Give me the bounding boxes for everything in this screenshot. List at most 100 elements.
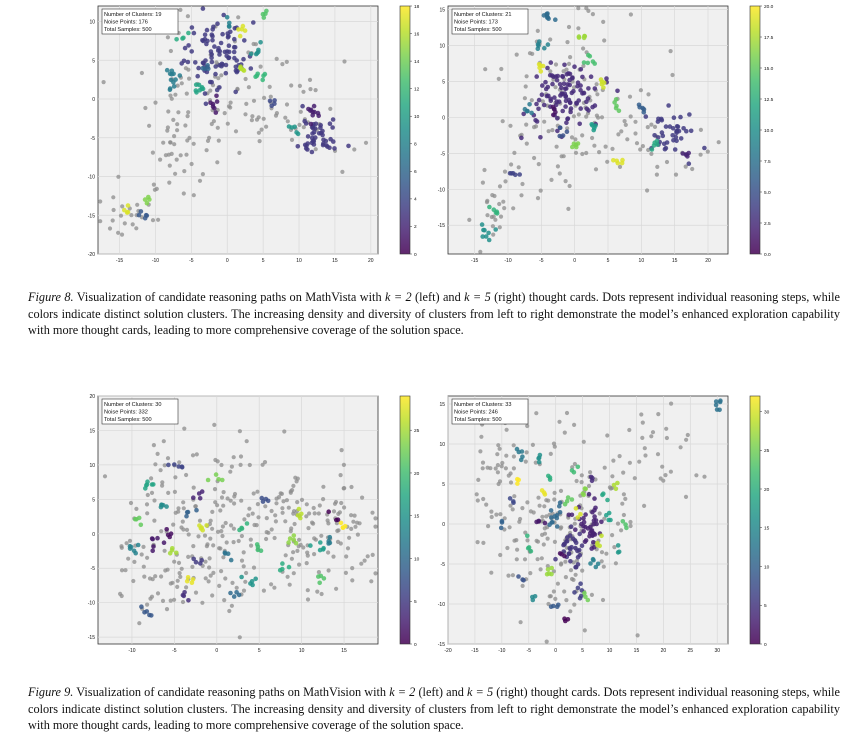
cluster-point — [661, 141, 667, 147]
noise-point — [217, 583, 222, 588]
noise-point — [523, 459, 528, 464]
noise-point — [485, 198, 490, 203]
cluster-point — [233, 89, 238, 95]
cluster-point — [248, 581, 253, 586]
noise-point — [130, 222, 135, 227]
noise-point — [490, 193, 495, 198]
noise-point — [504, 453, 509, 458]
cluster-point — [511, 500, 516, 505]
cluster-point — [578, 511, 583, 517]
noise-point — [280, 510, 285, 515]
cluster-point — [321, 576, 327, 581]
cluster-point — [227, 24, 232, 29]
cluster-point — [262, 71, 268, 77]
noise-point — [552, 539, 557, 544]
cluster-point — [200, 527, 205, 533]
noise-point — [519, 193, 524, 198]
cluster-point — [578, 106, 583, 111]
noise-point — [155, 451, 160, 456]
noise-point — [511, 466, 516, 471]
noise-point — [186, 532, 191, 537]
noise-point — [145, 602, 150, 607]
noise-point — [317, 503, 322, 508]
noise-point — [305, 588, 310, 593]
noise-point — [484, 502, 489, 507]
cluster-point — [563, 98, 569, 104]
cluster-point — [138, 522, 144, 528]
noise-point — [514, 557, 519, 562]
cluster-point — [206, 66, 211, 71]
cluster-point — [585, 597, 591, 603]
noise-point — [187, 76, 192, 81]
plot-area — [97, 5, 379, 255]
noise-point — [535, 196, 541, 201]
cluster-point — [164, 504, 169, 509]
cluster-point — [277, 567, 283, 573]
cluster-point — [544, 571, 550, 577]
noise-point — [203, 576, 208, 581]
noise-point — [547, 594, 552, 599]
x-tick-label: 15 — [341, 648, 347, 654]
noise-point — [518, 620, 523, 625]
info-text: Number of Clusters: 30 — [104, 402, 162, 408]
noise-point — [489, 514, 494, 520]
noise-point — [525, 500, 530, 505]
noise-point — [642, 503, 647, 508]
x-tick-label: -10 — [504, 258, 511, 264]
cluster-point — [223, 62, 229, 68]
cluster-point — [545, 567, 551, 572]
cluster-point — [535, 42, 541, 47]
noise-point — [289, 556, 294, 561]
noise-point — [161, 439, 166, 444]
cluster-point — [213, 64, 218, 69]
noise-point — [288, 529, 293, 534]
cluster-point — [185, 575, 191, 580]
cluster-point — [308, 108, 313, 113]
noise-point — [173, 171, 178, 176]
noise-point — [562, 589, 567, 594]
noise-point — [176, 560, 182, 565]
noise-point — [264, 124, 269, 129]
noise-point — [220, 524, 225, 529]
cluster-point — [574, 144, 579, 150]
noise-point — [640, 420, 645, 425]
cluster-point — [591, 540, 596, 545]
noise-point — [297, 562, 302, 567]
noise-point — [557, 419, 562, 424]
cluster-point — [326, 509, 331, 514]
noise-point — [283, 115, 288, 120]
noise-point — [289, 137, 295, 142]
cluster-point — [601, 85, 606, 90]
noise-point — [544, 514, 549, 519]
y-tick-label: 5 — [442, 482, 445, 488]
noise-point — [258, 64, 263, 69]
noise-point — [698, 152, 703, 157]
cluster-point — [565, 82, 570, 87]
x-tick-label: 10 — [607, 648, 613, 654]
cluster-point — [486, 237, 492, 243]
colorbar — [749, 5, 761, 255]
cluster-point — [293, 540, 299, 546]
cluster-point — [553, 17, 558, 22]
noise-point — [313, 88, 318, 93]
noise-point — [137, 621, 142, 626]
cluster-point — [575, 464, 581, 470]
cluster-point — [591, 557, 596, 563]
noise-point — [175, 122, 180, 127]
cluster-point — [649, 147, 655, 152]
cluster-point — [205, 38, 210, 44]
noise-point — [494, 512, 499, 517]
noise-point — [483, 67, 488, 72]
cluster-point — [678, 114, 683, 120]
noise-point — [637, 459, 642, 464]
cluster-point — [674, 128, 679, 134]
noise-point — [619, 528, 624, 533]
noise-point — [475, 540, 480, 545]
noise-point — [256, 130, 261, 135]
info-box — [101, 398, 179, 425]
cluster-point — [557, 510, 563, 515]
noise-point — [668, 469, 673, 474]
noise-point — [284, 59, 289, 64]
noise-point — [602, 38, 607, 43]
cluster-point — [586, 86, 591, 91]
